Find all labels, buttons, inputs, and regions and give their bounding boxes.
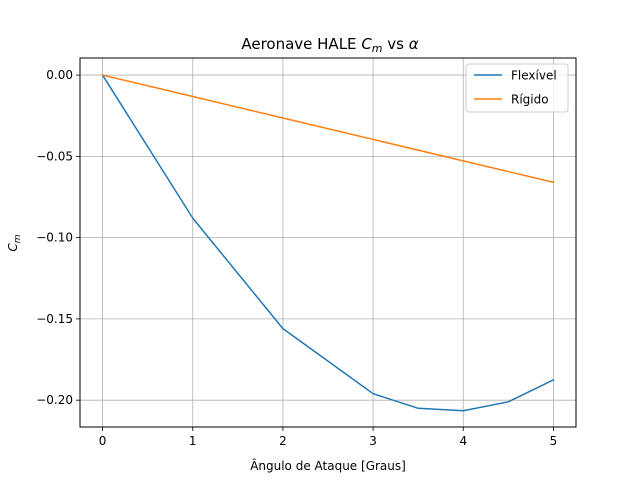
- chart-title-sub: m: [372, 42, 383, 55]
- y-axis-ticks: 0.00 −0.05 −0.10 −0.15 −0.20: [36, 68, 80, 407]
- y-axis-label-sub: m: [13, 234, 23, 243]
- chart-title-suffix: vs: [383, 35, 409, 53]
- x-tick-label: 5: [550, 434, 558, 448]
- chart-title: Aeronave HALE Cm vs α: [241, 35, 418, 55]
- y-tick-label: −0.05: [36, 149, 73, 163]
- series-lines: [101, 74, 555, 412]
- x-tick-label: 4: [459, 434, 467, 448]
- x-tick-label: 3: [369, 434, 377, 448]
- chart-title-prefix: Aeronave HALE: [241, 35, 361, 53]
- y-tick-label: −0.20: [36, 393, 73, 407]
- series-line-1: [101, 74, 555, 184]
- x-axis-ticks: 0 1 2 3 4 5: [99, 427, 558, 448]
- x-axis-label: Ângulo de Ataque [Graus]: [250, 458, 406, 473]
- legend-box: [465, 63, 569, 113]
- y-axis-label-var: C: [6, 243, 20, 252]
- chart-title-greek: α: [409, 35, 419, 53]
- x-tick-label: 0: [99, 434, 107, 448]
- y-tick-label: −0.15: [36, 312, 73, 326]
- legend: Flexível Rígido: [465, 63, 569, 113]
- x-tick-label: 1: [189, 434, 197, 448]
- chart-title-var: C: [361, 35, 372, 53]
- legend-label-flexivel: Flexível: [511, 69, 557, 83]
- series-line-0: [101, 74, 555, 412]
- y-tick-label: 0.00: [46, 68, 73, 82]
- grid: [80, 58, 576, 427]
- y-axis-label: Cm: [6, 234, 23, 251]
- y-tick-label: −0.10: [36, 231, 73, 245]
- plot-frame: [79, 57, 577, 428]
- legend-label-rigido: Rígido: [511, 93, 549, 107]
- x-tick-label: 2: [279, 434, 287, 448]
